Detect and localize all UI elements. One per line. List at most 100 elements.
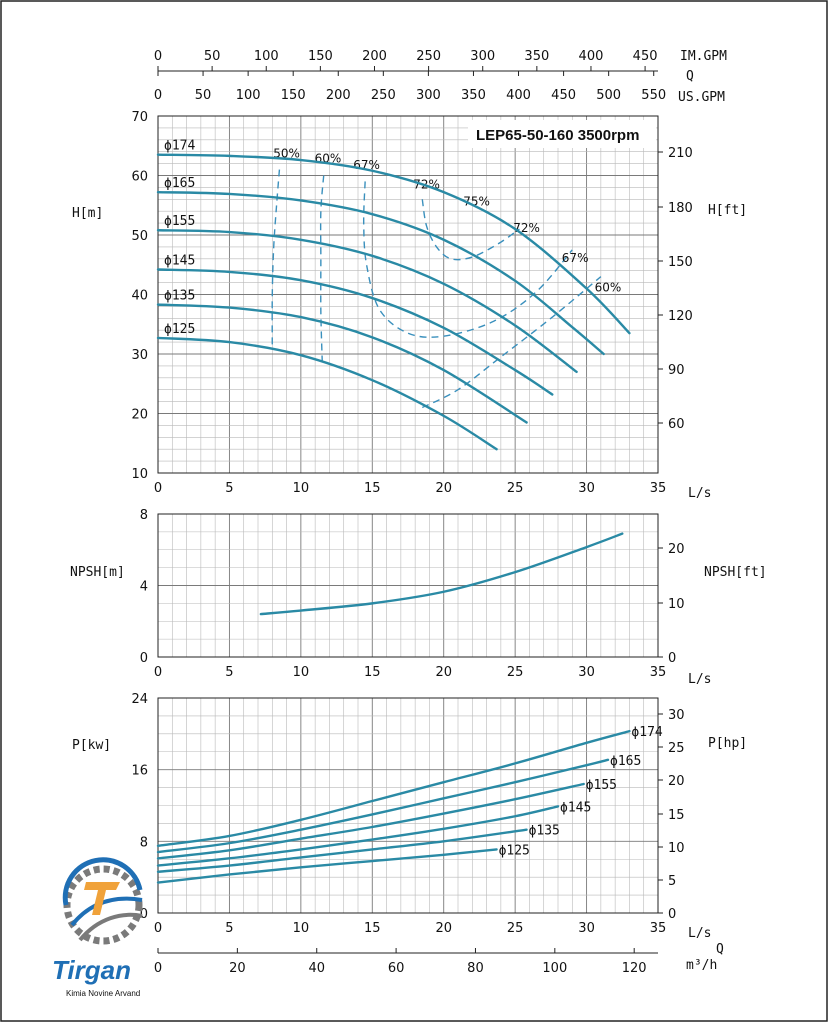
- head-x-label: L/s: [688, 486, 711, 501]
- us-gpm-tick-label: 200: [326, 88, 351, 103]
- right-tick-label: 30: [668, 708, 685, 723]
- x-tick-label: 10: [293, 665, 310, 680]
- x-tick-label: 20: [435, 921, 452, 936]
- head-curve-label: ϕ174: [164, 139, 195, 154]
- im-gpm-tick-label: 300: [470, 49, 495, 64]
- right-tick-label: 150: [668, 255, 693, 270]
- right-tick-label: 60: [668, 417, 685, 432]
- x-tick-label: 30: [578, 665, 595, 680]
- y-tick-label: 70: [131, 110, 148, 125]
- head-curve-label: ϕ165: [164, 176, 195, 191]
- right-tick-label: 10: [668, 841, 685, 856]
- x-tick-label: 30: [578, 481, 595, 496]
- m3h-ticks: 0 20 40 60 80 100 120: [154, 948, 647, 976]
- im-gpm-tick-label: 350: [524, 49, 549, 64]
- head-grid: [157, 115, 659, 474]
- y-tick-label: 0: [140, 907, 148, 922]
- right-tick-label: 0: [668, 907, 676, 922]
- title-box: [468, 120, 656, 148]
- power-curve-2: [156, 758, 610, 854]
- gear-logo-icon: [62, 857, 143, 945]
- m3h-tick-label: 80: [467, 961, 484, 976]
- us-gpm-tick-label: 550: [641, 88, 666, 103]
- us-gpm-tick-label: 0: [154, 88, 162, 103]
- us-gpm-tick-label: 150: [281, 88, 306, 103]
- im-gpm-tick-label: 150: [308, 49, 333, 64]
- m3h-tick-label: 20: [229, 961, 246, 976]
- x-tick-label: 30: [578, 921, 595, 936]
- us-gpm-label: US.GPM: [678, 90, 725, 105]
- npsh-curves: [259, 532, 624, 616]
- us-gpm-tick-label: 400: [506, 88, 531, 103]
- right-tick-label: 90: [668, 363, 685, 378]
- m3h-tick-label: 40: [308, 961, 325, 976]
- us-gpm-tick-label: 300: [416, 88, 441, 103]
- im-gpm-tick-label: 250: [416, 49, 441, 64]
- right-tick-label: 20: [668, 774, 685, 789]
- y-tick-label: 30: [131, 348, 148, 363]
- y-tick-label: 8: [140, 835, 148, 850]
- power-curve-label: ϕ125: [499, 843, 530, 858]
- y-tick-label: 0: [140, 651, 148, 666]
- us-gpm-tick-label: 250: [371, 88, 396, 103]
- head-plot-frame: [157, 115, 659, 474]
- x-tick-label: 5: [225, 665, 233, 680]
- npsh-plot-frame: [157, 513, 659, 658]
- x-tick-label: 25: [507, 665, 524, 680]
- us-gpm-tick-label: 450: [551, 88, 576, 103]
- right-tick-label: 0: [668, 651, 676, 666]
- x-tick-label: 35: [650, 481, 667, 496]
- m3h-tick-label: 100: [542, 961, 567, 976]
- efficiency-curve-1: [271, 169, 281, 349]
- head-curve-4: [156, 268, 554, 396]
- y-tick-label: 24: [131, 692, 148, 707]
- head-curve-label: ϕ125: [164, 322, 195, 337]
- efficiency-curve-5: [421, 276, 602, 409]
- right-tick-label: 210: [668, 146, 693, 161]
- head-chart: 50% 60% 67%72%75%72%67%60% ϕ174ϕ165ϕ155ϕ14…: [72, 110, 747, 501]
- npsh-grid: [157, 513, 659, 658]
- head-curve-label: ϕ155: [164, 214, 195, 229]
- y-tick-label: 60: [131, 170, 148, 185]
- us-gpm-tick-label: 500: [596, 88, 621, 103]
- logo-subtitle: Kimia Novine Arvand: [66, 989, 140, 998]
- bottom-q-label: Q: [716, 942, 724, 957]
- head-curves: ϕ174 ϕ165 ϕ155 ϕ145 ϕ135 ϕ125: [156, 139, 631, 451]
- power-y-label: P[kw]: [72, 738, 111, 753]
- m3h-label: m³/h: [686, 958, 717, 973]
- power-x-label: L/s: [688, 926, 711, 941]
- x-tick-label: 20: [435, 665, 452, 680]
- im-gpm-ticks: 0 50 100 150 200 250 300 350 400 450: [154, 49, 658, 71]
- power-curve-3: [156, 782, 585, 860]
- right-tick-label: 5: [668, 874, 676, 889]
- right-tick-label: 120: [668, 309, 693, 324]
- im-gpm-tick-label: 450: [633, 49, 658, 64]
- power-curve-5: [156, 828, 528, 873]
- efficiency-curves: 50% 60% 67%72%75%72%67%60%: [271, 147, 621, 409]
- y-tick-label: 40: [131, 289, 148, 304]
- head-curve-2: [156, 190, 605, 356]
- right-tick-label: 25: [668, 741, 685, 756]
- npsh-y-label: NPSH[m]: [70, 565, 125, 580]
- head-ticks: 0 5 10 15 20 25 30 35 10 20 30 40 50 60 70 60 90 120 150 18…: [131, 110, 692, 496]
- im-gpm-tick-label: 50: [204, 49, 221, 64]
- x-tick-label: 15: [364, 921, 381, 936]
- head-curve-3: [156, 229, 578, 374]
- head-y-right-label: H[ft]: [708, 203, 747, 218]
- us-gpm-ticks: 0 50 100 150 200 250 300 350 400 450 500 550: [154, 71, 666, 103]
- logo: Tirgan Kimia Novine Arvand: [52, 857, 143, 998]
- npsh-curve: [259, 532, 624, 616]
- head-curve-1: [156, 153, 631, 335]
- bottom-axes: 0 20 40 60 80 100 120 Q m³/h: [154, 942, 724, 976]
- y-tick-label: 4: [140, 580, 148, 595]
- right-tick-label: 20: [668, 542, 685, 557]
- power-y-right-label: P[hp]: [708, 736, 747, 751]
- x-tick-label: 20: [435, 481, 452, 496]
- efficiency-curve-4: [421, 199, 520, 261]
- im-gpm-tick-label: 0: [154, 49, 162, 64]
- power-curve-1: [156, 729, 631, 848]
